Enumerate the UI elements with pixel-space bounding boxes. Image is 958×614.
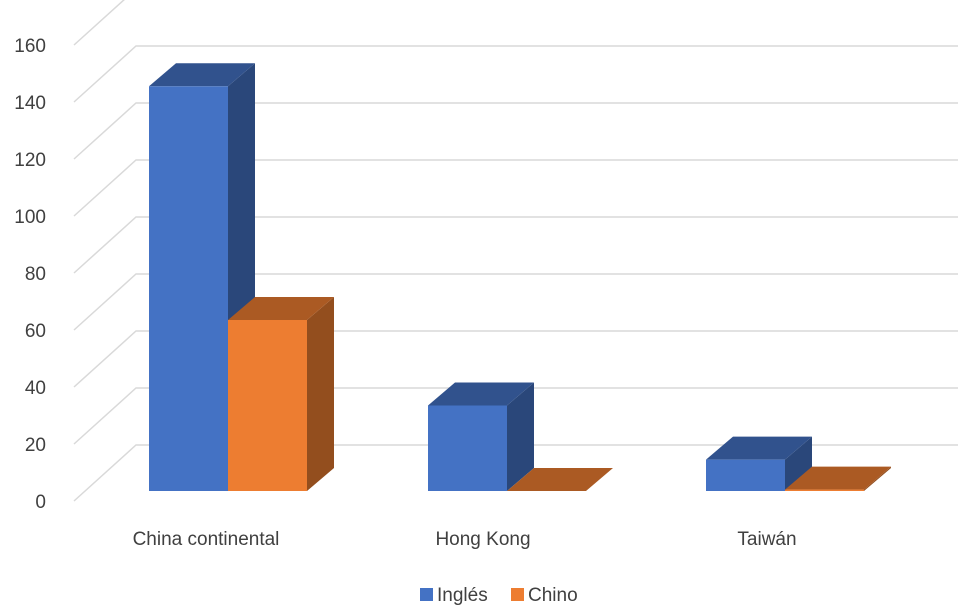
y-tick-label: 0 — [35, 492, 46, 513]
y-tick-label: 80 — [25, 264, 46, 285]
gridline — [73, 0, 125, 46]
x-axis-categories: China continental Hong Kong Taiwán — [133, 529, 797, 550]
x-category-label: China continental — [133, 529, 280, 550]
legend: Inglés Chino — [420, 585, 578, 606]
bar-side-face — [507, 382, 534, 491]
gridline — [73, 159, 958, 217]
bar-top-face — [428, 382, 534, 406]
bar-top-face — [706, 436, 812, 460]
bar-front-face — [706, 459, 785, 491]
bar-front-face — [785, 489, 864, 491]
gridlines — [73, 0, 958, 502]
legend-label: Chino — [528, 585, 578, 606]
bar-side-face — [307, 297, 334, 491]
gridline — [73, 444, 958, 502]
bar-front-face — [428, 405, 507, 491]
bar-top-face — [507, 468, 613, 491]
gridline — [73, 330, 958, 388]
y-tick-label: 40 — [25, 378, 46, 399]
legend-swatch — [420, 588, 433, 601]
legend-item-inglés: Inglés — [420, 585, 488, 606]
gridline — [73, 387, 958, 445]
y-tick-label: 20 — [25, 435, 46, 456]
y-tick-label: 60 — [25, 321, 46, 342]
x-category-label: Taiwán — [737, 529, 796, 550]
y-tick-label: 140 — [14, 93, 46, 114]
gridline — [73, 273, 958, 331]
bar-hong-kong-inglés — [428, 382, 534, 491]
bar-side-face — [785, 436, 812, 491]
bars — [149, 63, 891, 492]
y-tick-label: 160 — [14, 36, 46, 57]
bar-taiwán-chino — [785, 466, 891, 491]
legend-item-chino: Chino — [511, 585, 578, 606]
y-tick-label: 100 — [14, 207, 46, 228]
bar-hong-kong-chino — [507, 468, 613, 491]
y-tick-label: 120 — [14, 150, 46, 171]
bar-front-face — [149, 86, 228, 492]
bar-top-face — [785, 466, 891, 490]
bar-top-face — [228, 297, 334, 320]
bar-top-face — [149, 63, 255, 87]
x-category-label: Hong Kong — [435, 529, 530, 550]
y-axis-ticks: 0 20 40 60 80 100 120 140 160 — [14, 36, 46, 513]
legend-swatch — [511, 588, 524, 601]
bar-china-continental-chino — [228, 297, 334, 491]
bar-taiwán-inglés — [706, 436, 812, 491]
bar-front-face — [228, 320, 307, 491]
gridline — [73, 45, 958, 103]
gridline — [73, 216, 958, 274]
bar-side-face — [864, 466, 891, 491]
gridline — [73, 102, 958, 160]
legend-label: Inglés — [437, 585, 488, 606]
